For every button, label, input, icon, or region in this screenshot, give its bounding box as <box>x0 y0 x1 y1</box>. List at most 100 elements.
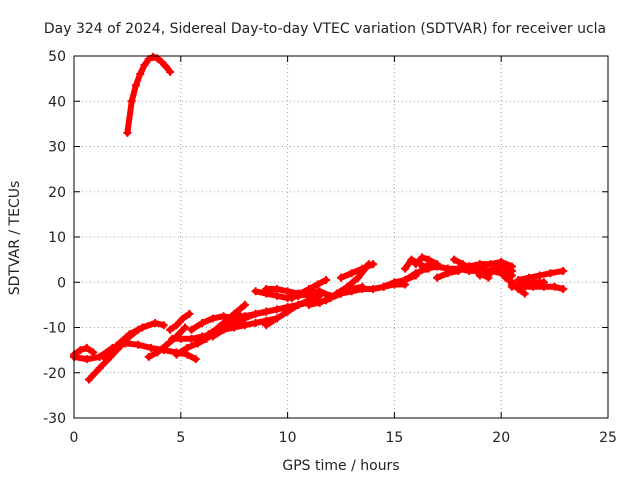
data-point-marker <box>151 318 160 327</box>
series-trace <box>71 344 97 358</box>
x-axis-label: GPS time / hours <box>282 458 399 474</box>
data-point-marker <box>166 325 175 334</box>
data-point-marker <box>520 289 529 298</box>
data-point-marker <box>95 364 104 373</box>
data-point-marker <box>475 264 484 273</box>
data-point-marker <box>134 340 143 349</box>
data-point-marker <box>185 309 194 318</box>
data-point-marker <box>176 334 185 343</box>
y-axis-label: SDTVAR / TECUs <box>7 181 23 296</box>
data-point-marker <box>240 312 249 321</box>
data-point-marker <box>486 260 495 269</box>
y-tick-label: -30 <box>43 411 66 427</box>
data-point-marker <box>475 271 484 280</box>
data-point-marker <box>326 294 335 303</box>
data-point-marker <box>497 269 506 278</box>
data-point-marker <box>172 350 181 359</box>
series-trace <box>338 261 376 281</box>
data-point-marker <box>198 334 207 343</box>
x-tick-label: 10 <box>279 430 297 446</box>
series-trace <box>167 310 193 333</box>
axis-ticks: 0 5 10 15 20 25 -30 -20 -10 0 10 20 30 40 50 <box>43 49 617 446</box>
data-point-marker <box>146 343 155 352</box>
data-point-marker <box>144 352 153 361</box>
y-tick-label: -10 <box>43 321 66 337</box>
data-point-marker <box>272 285 281 294</box>
data-point-marker <box>123 128 132 137</box>
data-point-marker <box>272 314 281 323</box>
data-point-marker <box>191 355 200 364</box>
data-point-marker <box>518 280 527 289</box>
y-tick-label: 10 <box>48 230 66 246</box>
data-point-marker <box>138 323 147 332</box>
data-point-marker <box>251 309 260 318</box>
data-point-marker <box>458 260 467 269</box>
data-point-marker <box>76 346 85 355</box>
data-point-marker <box>369 260 378 269</box>
data-point-marker <box>422 262 431 271</box>
data-point-marker <box>450 255 459 264</box>
data-point-marker <box>168 334 177 343</box>
data-point-marker <box>304 300 313 309</box>
data-point-marker <box>240 321 249 330</box>
data-point-marker <box>358 282 367 291</box>
data-point-marker <box>347 285 356 294</box>
x-tick-label: 5 <box>176 430 185 446</box>
data-point-marker <box>219 325 228 334</box>
data-point-marker <box>161 341 170 350</box>
grid-lines <box>74 56 608 418</box>
series-arc-21 <box>337 260 378 282</box>
series-arc-16 <box>262 291 324 330</box>
data-point-marker <box>407 255 416 264</box>
data-point-marker <box>183 350 192 359</box>
data-point-marker <box>424 255 433 264</box>
y-tick-label: -20 <box>43 366 66 382</box>
series-trace <box>412 254 441 268</box>
data-point-marker <box>535 271 544 280</box>
series-arc-20 <box>315 282 367 307</box>
series-arc-30 <box>475 262 516 280</box>
data-point-marker <box>187 325 196 334</box>
data-point-marker <box>262 321 271 330</box>
data-point-marker <box>315 291 324 300</box>
data-point-marker <box>294 300 303 309</box>
data-point-marker <box>127 97 136 106</box>
series-arc-17 <box>287 275 331 303</box>
data-point-marker <box>161 62 170 71</box>
data-point-marker <box>507 266 516 275</box>
data-point-marker <box>401 264 410 273</box>
y-tick-label: 30 <box>48 140 66 156</box>
data-point-marker <box>315 298 324 307</box>
data-point-marker <box>102 355 111 364</box>
series-arc-04 <box>102 318 168 364</box>
data-point-marker <box>183 343 192 352</box>
data-point-marker <box>411 260 420 269</box>
series-trace <box>476 263 515 279</box>
data-point-marker <box>230 314 239 323</box>
data-point-marker <box>433 273 442 282</box>
data-point-marker <box>411 269 420 278</box>
data-point-marker <box>208 332 217 341</box>
data-point-marker <box>529 278 538 287</box>
data-point-marker <box>546 269 555 278</box>
data-point-marker <box>84 375 93 384</box>
data-point-marker <box>112 341 121 350</box>
data-point-marker <box>354 273 363 282</box>
data-point-marker <box>219 318 228 327</box>
y-tick-label: 50 <box>48 49 66 65</box>
data-point-marker <box>198 318 207 327</box>
data-point-marker <box>501 273 510 282</box>
series-arc-high <box>123 52 175 137</box>
data-point-marker <box>157 57 166 66</box>
data-point-marker <box>358 264 367 273</box>
data-point-marker <box>251 287 260 296</box>
data-point-marker <box>559 266 568 275</box>
data-point-marker <box>178 314 187 323</box>
x-tick-label: 20 <box>492 430 510 446</box>
plot-frame <box>73 55 609 419</box>
data-point-marker <box>539 278 548 287</box>
series-arc-33 <box>514 266 568 284</box>
data-point-marker <box>153 348 162 357</box>
data-point-marker <box>219 312 228 321</box>
y-tick-label: 20 <box>48 185 66 201</box>
